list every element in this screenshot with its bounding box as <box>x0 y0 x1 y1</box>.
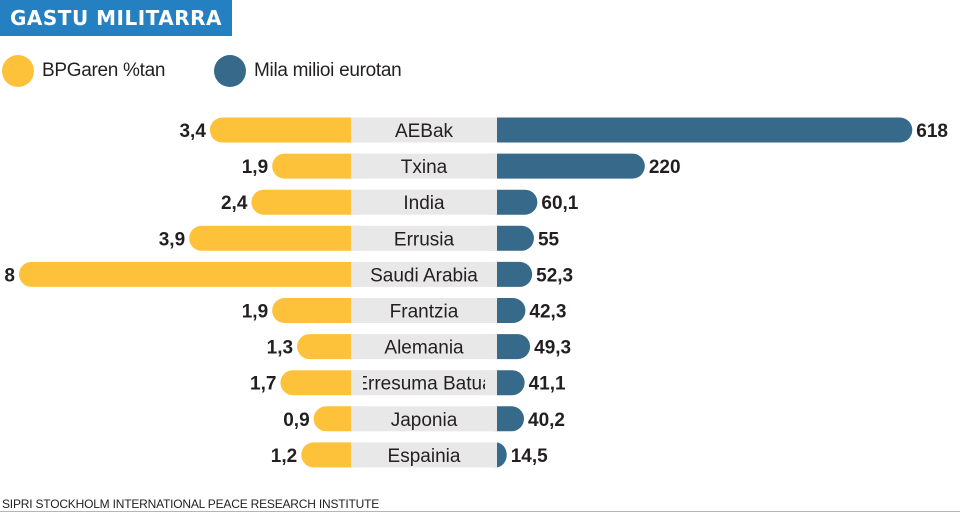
source-note: SIPRI STOCKHOLM INTERNATIONAL PEACE RESE… <box>2 497 380 511</box>
bar-pct-txina <box>272 153 363 179</box>
category-band-alemania <box>351 334 497 360</box>
data-label-pct-saudi-arabia: 8 <box>4 265 15 286</box>
data-label-eur-japonia: 40,2 <box>528 410 565 431</box>
bar-pct-japonia <box>313 406 363 432</box>
band-edge-right-aebak <box>485 117 497 143</box>
legend-swatch-eur <box>214 55 246 87</box>
band-edge-right-erresuma-batua <box>485 370 497 396</box>
category-label-espainia: Espainia <box>388 446 461 467</box>
band-edge-right-alemania <box>485 334 497 360</box>
category-band-errusia <box>351 225 497 251</box>
category-band-frantzia <box>351 298 497 323</box>
category-label-alemania: Alemania <box>384 338 464 359</box>
category-label-india: India <box>403 193 445 214</box>
data-label-eur-erresuma-batua: 41,1 <box>529 374 566 395</box>
band-edge-left-txina <box>351 153 363 179</box>
category-band-espainia <box>351 442 497 468</box>
legend-item-eur: Mila milioi eurotan <box>214 54 402 88</box>
band-edge-right-espainia <box>485 442 497 468</box>
bar-pct-espainia <box>301 442 363 468</box>
category-label-japonia: Japonia <box>391 410 458 431</box>
data-label-pct-txina: 1,9 <box>242 157 268 178</box>
category-band-saudi-arabia <box>351 261 497 287</box>
data-label-eur-aebak: 618 <box>916 121 948 142</box>
bar-eur-aebak <box>485 117 913 143</box>
data-label-pct-espainia: 1,2 <box>271 446 297 467</box>
band-edge-right-txina <box>485 153 497 179</box>
band-edge-right-saudi-arabia <box>485 261 497 287</box>
bar-pct-errusia <box>189 225 363 251</box>
data-label-pct-erresuma-batua: 1,7 <box>250 374 276 395</box>
legend-swatch-pct <box>2 55 34 87</box>
bar-eur-india <box>485 189 538 215</box>
data-label-pct-frantzia: 1,9 <box>242 302 268 323</box>
data-label-eur-errusia: 55 <box>538 229 560 250</box>
category-band-japonia <box>351 406 497 432</box>
legend-label-eur: Mila milioi eurotan <box>254 60 402 81</box>
data-label-eur-frantzia: 42,3 <box>529 302 566 323</box>
band-edge-left-frantzia <box>351 298 363 323</box>
bar-pct-saudi-arabia <box>19 261 363 287</box>
data-label-eur-india: 60,1 <box>541 193 578 214</box>
legend-label-pct: BPGaren %tan <box>42 60 166 81</box>
data-label-pct-errusia: 3,9 <box>159 229 185 250</box>
data-label-eur-alemania: 49,3 <box>534 338 571 359</box>
band-edge-left-erresuma-batua <box>351 370 363 396</box>
category-label-errusia: Errusia <box>394 229 455 250</box>
band-edge-left-saudi-arabia <box>351 261 363 287</box>
data-label-pct-alemania: 1,3 <box>267 338 293 359</box>
category-label-saudi-arabia: Saudi Arabia <box>370 265 478 286</box>
band-edge-right-japonia <box>485 406 497 432</box>
bar-eur-txina <box>485 153 645 179</box>
data-label-eur-espainia: 14,5 <box>511 446 548 467</box>
category-band-aebak <box>351 117 497 143</box>
bar-pct-aebak <box>209 117 363 143</box>
legend-item-pct: BPGaren %tan <box>2 54 165 88</box>
category-band-india <box>351 189 497 215</box>
band-edge-left-espainia <box>351 442 363 468</box>
category-band-erresuma-batua <box>351 370 497 396</box>
data-label-eur-txina: 220 <box>649 157 681 178</box>
band-edge-right-frantzia <box>485 298 497 323</box>
bar-pct-india <box>251 189 363 215</box>
band-edge-right-errusia <box>485 225 497 251</box>
category-label-txina: Txina <box>401 157 448 178</box>
band-edge-left-aebak <box>351 117 363 143</box>
chart-title: GASTU MILITARRA <box>0 0 233 36</box>
band-edge-left-india <box>351 189 363 215</box>
bar-eur-errusia <box>485 225 534 251</box>
source-divider <box>0 511 960 512</box>
band-edge-left-errusia <box>351 225 363 251</box>
category-label-erresuma-batua: Erresuma Batua <box>355 374 493 395</box>
data-label-pct-aebak: 3,4 <box>179 121 206 142</box>
category-label-frantzia: Frantzia <box>390 302 459 323</box>
data-label-pct-japonia: 0,9 <box>283 410 309 431</box>
bar-pct-frantzia <box>272 298 363 323</box>
band-edge-right-india <box>485 189 497 215</box>
category-label-aebak: AEBak <box>395 121 454 142</box>
band-edge-left-japonia <box>351 406 363 432</box>
category-band-txina <box>351 153 497 179</box>
bar-pct-erresuma-batua <box>280 370 363 396</box>
band-edge-left-alemania <box>351 334 363 360</box>
data-label-eur-saudi-arabia: 52,3 <box>536 265 573 286</box>
bar-pct-alemania <box>297 334 363 360</box>
data-label-pct-india: 2,4 <box>221 193 248 214</box>
